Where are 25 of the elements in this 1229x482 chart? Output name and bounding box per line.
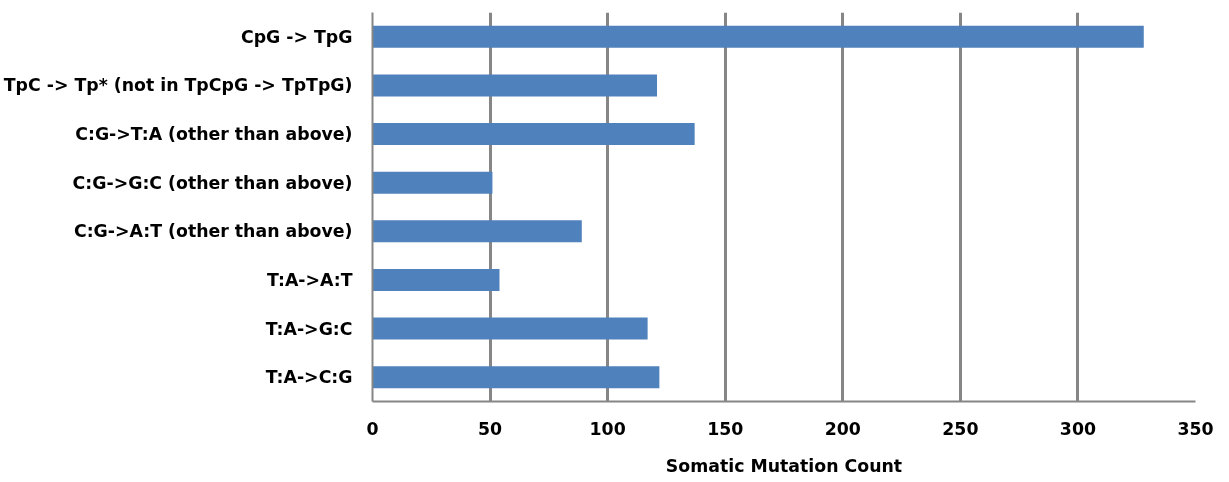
y-tick-label: CpG -> TpG — [240, 26, 353, 47]
x-tick-label: 0 — [366, 418, 379, 439]
y-tick-label: T:A->A:T — [267, 269, 353, 290]
bar — [372, 269, 500, 291]
bar — [372, 317, 648, 340]
y-tick-label: C:G->T:A (other than above) — [75, 124, 353, 145]
y-tick-label: T:A->C:G — [265, 367, 353, 388]
y-tick-label: TpC -> Tp* (not in TpCpG -> TpTpG) — [3, 75, 353, 96]
x-tick-label: 150 — [707, 418, 744, 439]
x-tick-label: 250 — [942, 418, 979, 439]
x-tick-label: 50 — [478, 418, 503, 439]
x-tick-label: 350 — [1177, 418, 1214, 439]
x-tick-label: 300 — [1059, 418, 1097, 439]
x-tick-label: 100 — [589, 418, 626, 439]
y-tick-label: C:G->A:T (other than above) — [73, 221, 353, 242]
bar — [372, 366, 660, 389]
y-tick-label: C:G->G:C (other than above) — [72, 172, 353, 193]
bar — [372, 220, 582, 243]
bar — [372, 171, 493, 194]
bar — [372, 25, 1144, 48]
bar — [372, 123, 695, 145]
x-tick-label: 200 — [824, 418, 861, 439]
bar — [372, 74, 658, 97]
y-tick-label: T:A->G:C — [265, 318, 353, 339]
x-axis-title: Somatic Mutation Count — [665, 455, 903, 476]
